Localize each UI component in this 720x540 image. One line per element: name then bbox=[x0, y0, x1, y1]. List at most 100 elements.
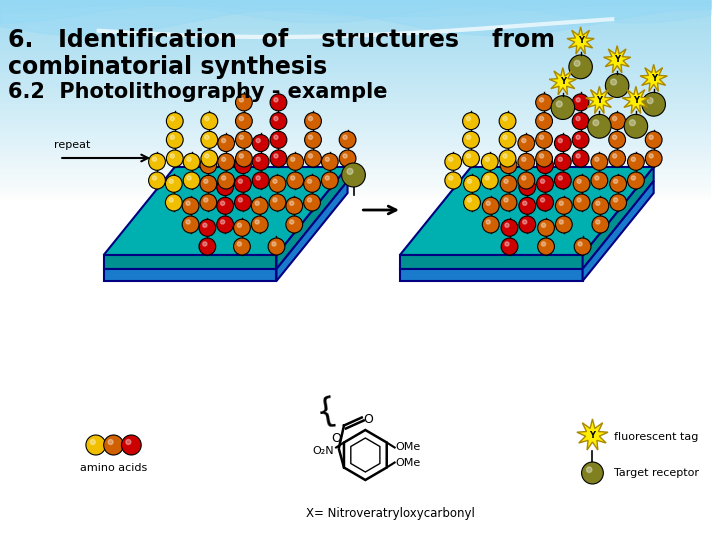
Polygon shape bbox=[586, 86, 613, 113]
Circle shape bbox=[445, 153, 462, 170]
Circle shape bbox=[464, 176, 480, 192]
Text: O: O bbox=[364, 413, 374, 426]
Circle shape bbox=[647, 98, 653, 104]
Text: Y: Y bbox=[590, 430, 595, 440]
Circle shape bbox=[222, 138, 225, 143]
Circle shape bbox=[649, 135, 653, 139]
Circle shape bbox=[500, 157, 517, 173]
Circle shape bbox=[204, 198, 208, 202]
Circle shape bbox=[536, 113, 552, 130]
Circle shape bbox=[287, 172, 304, 189]
Circle shape bbox=[166, 131, 183, 148]
Circle shape bbox=[256, 138, 260, 143]
Circle shape bbox=[610, 194, 626, 211]
Circle shape bbox=[187, 176, 191, 180]
Circle shape bbox=[235, 150, 252, 167]
Circle shape bbox=[572, 113, 589, 130]
Circle shape bbox=[541, 160, 544, 165]
Circle shape bbox=[272, 242, 276, 246]
Circle shape bbox=[252, 153, 269, 170]
Circle shape bbox=[577, 198, 581, 202]
Circle shape bbox=[251, 216, 268, 233]
Circle shape bbox=[555, 197, 572, 214]
Circle shape bbox=[222, 157, 225, 161]
Circle shape bbox=[339, 131, 356, 148]
Circle shape bbox=[255, 201, 259, 205]
Polygon shape bbox=[640, 64, 667, 91]
Circle shape bbox=[235, 194, 251, 211]
Circle shape bbox=[500, 176, 517, 192]
Circle shape bbox=[239, 98, 243, 102]
Text: Y: Y bbox=[651, 74, 657, 83]
Circle shape bbox=[238, 179, 243, 184]
Circle shape bbox=[577, 179, 581, 184]
Text: amino acids: amino acids bbox=[80, 463, 147, 473]
Circle shape bbox=[569, 55, 593, 79]
Circle shape bbox=[593, 120, 599, 126]
Circle shape bbox=[486, 201, 490, 205]
Circle shape bbox=[613, 179, 618, 184]
Circle shape bbox=[501, 238, 518, 255]
Circle shape bbox=[291, 176, 294, 180]
Circle shape bbox=[504, 198, 508, 202]
Circle shape bbox=[536, 94, 552, 111]
Circle shape bbox=[559, 220, 564, 224]
Circle shape bbox=[608, 150, 626, 167]
Circle shape bbox=[204, 179, 208, 184]
Circle shape bbox=[270, 113, 287, 130]
Circle shape bbox=[482, 197, 499, 214]
Circle shape bbox=[183, 153, 200, 170]
Circle shape bbox=[222, 176, 225, 180]
Circle shape bbox=[289, 220, 294, 224]
Circle shape bbox=[166, 150, 183, 167]
Text: O₂N: O₂N bbox=[312, 446, 334, 456]
Circle shape bbox=[186, 220, 190, 224]
Polygon shape bbox=[549, 68, 577, 95]
Circle shape bbox=[608, 113, 626, 130]
Circle shape bbox=[523, 201, 527, 205]
Circle shape bbox=[504, 160, 508, 165]
Circle shape bbox=[482, 172, 498, 189]
Circle shape bbox=[238, 223, 241, 227]
Circle shape bbox=[289, 201, 294, 205]
Circle shape bbox=[235, 157, 251, 173]
Circle shape bbox=[204, 135, 209, 139]
Circle shape bbox=[270, 131, 287, 148]
Circle shape bbox=[86, 435, 106, 455]
Circle shape bbox=[631, 176, 636, 180]
Circle shape bbox=[573, 176, 590, 192]
Circle shape bbox=[574, 60, 580, 66]
Circle shape bbox=[572, 131, 589, 148]
Circle shape bbox=[235, 94, 252, 111]
Circle shape bbox=[541, 179, 544, 184]
Circle shape bbox=[238, 242, 241, 246]
Circle shape bbox=[220, 220, 225, 224]
Circle shape bbox=[558, 176, 562, 180]
Circle shape bbox=[486, 220, 490, 224]
Circle shape bbox=[572, 94, 589, 111]
Circle shape bbox=[541, 242, 546, 246]
Circle shape bbox=[582, 462, 603, 484]
Circle shape bbox=[220, 183, 225, 187]
Text: repeat: repeat bbox=[54, 140, 91, 150]
Circle shape bbox=[201, 131, 217, 148]
Circle shape bbox=[574, 238, 591, 255]
Circle shape bbox=[182, 216, 199, 233]
Circle shape bbox=[342, 163, 365, 187]
Circle shape bbox=[199, 219, 216, 237]
Circle shape bbox=[256, 176, 260, 180]
Text: OMe: OMe bbox=[395, 457, 421, 468]
Circle shape bbox=[523, 220, 527, 224]
Circle shape bbox=[536, 150, 552, 167]
Circle shape bbox=[325, 176, 329, 180]
Circle shape bbox=[482, 216, 499, 233]
Circle shape bbox=[153, 157, 156, 161]
Circle shape bbox=[90, 440, 95, 444]
Circle shape bbox=[592, 197, 608, 214]
Circle shape bbox=[186, 201, 190, 205]
Circle shape bbox=[235, 113, 252, 130]
Polygon shape bbox=[276, 181, 348, 281]
Circle shape bbox=[449, 157, 453, 161]
Circle shape bbox=[201, 113, 217, 130]
Circle shape bbox=[554, 134, 571, 152]
